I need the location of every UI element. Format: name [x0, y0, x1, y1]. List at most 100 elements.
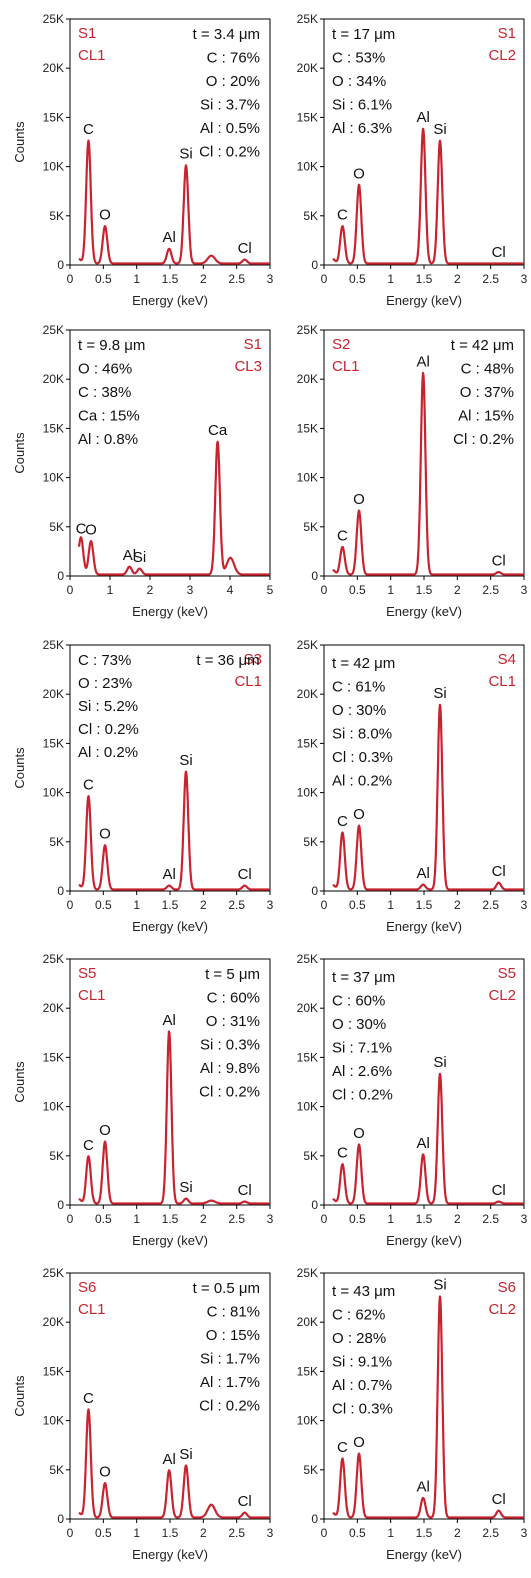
composition-item: Al : 0.2% [78, 744, 138, 761]
x-tick-label: 2 [454, 898, 461, 912]
y-axis-title: Counts [12, 1375, 27, 1417]
x-tick-label: 1 [133, 1526, 140, 1540]
x-tick-label: 2.5 [228, 272, 245, 286]
peak-label-al: Al [162, 866, 175, 883]
x-axis-title: Energy (keV) [132, 604, 208, 619]
x-tick-label: 1.5 [416, 898, 433, 912]
y-tick-label: 0 [57, 884, 64, 898]
peak-label-c: C [337, 1439, 348, 1456]
peak-label-c: C [337, 1145, 348, 1162]
y-axis-title: Counts [12, 1061, 27, 1103]
cluster-tag: CL2 [488, 1301, 516, 1318]
y-tick-label: 20K [43, 1315, 64, 1329]
peak-label-c: C [76, 521, 87, 538]
peak-label-c: C [83, 777, 94, 794]
y-tick-label: 5K [303, 1149, 318, 1163]
thickness-label: t = 0.5 μm [193, 1280, 260, 1297]
spectrum-line [332, 1072, 525, 1205]
sample-tag: S3 [244, 651, 262, 668]
composition-item: Si : 3.7% [200, 97, 260, 114]
y-tick-label: 20K [43, 687, 64, 701]
y-tick-label: 0 [311, 1198, 318, 1212]
peak-label-al: Al [162, 1012, 175, 1029]
peak-label-c: C [337, 207, 348, 224]
y-axis-title: Counts [12, 432, 27, 474]
spectrum-line [78, 1408, 271, 1519]
sample-tag: S1 [244, 336, 262, 353]
y-tick-label: 15K [43, 421, 64, 435]
peak-label-o: O [99, 826, 111, 843]
x-tick-label: 2.5 [228, 898, 245, 912]
x-tick-label: 5 [267, 583, 274, 597]
composition-item: O : 15% [206, 1327, 260, 1344]
x-axis-title: Energy (keV) [386, 604, 462, 619]
x-tick-label: 0.5 [95, 272, 112, 286]
composition-item: Si : 6.1% [332, 97, 392, 114]
peak-label-cl: Cl [238, 240, 252, 257]
peak-label-o: O [353, 1125, 365, 1142]
x-tick-label: 1 [133, 272, 140, 286]
spectrum-panel: 0 5K 10K 15K 20K 25K 0 0.5 1 1.5 2 2.5 3 Energy (keV)… [12, 952, 274, 1248]
y-tick-label: 20K [43, 61, 64, 75]
y-tick-label: 0 [57, 569, 64, 583]
sample-tag: S1 [498, 25, 516, 42]
x-tick-label: 3 [521, 898, 528, 912]
peak-label-o: O [99, 207, 111, 224]
cluster-tag: CL1 [332, 358, 360, 375]
peak-label-cl: Cl [238, 1182, 252, 1199]
y-tick-label: 15K [297, 1050, 318, 1064]
y-tick-label: 20K [297, 61, 318, 75]
x-tick-label: 3 [521, 272, 528, 286]
spectrum-panel: 0 5K 10K 15K 20K 25K 0 0.5 1 1.5 2 2.5 3 Energy (keV)… [297, 12, 528, 308]
composition-item: Cl : 0.2% [453, 431, 514, 448]
y-tick-label: 10K [297, 160, 318, 174]
peak-label-cl: Cl [492, 244, 506, 261]
spectrum-panel: 0 5K 10K 15K 20K 25K 0 0.5 1 1.5 2 2.5 3 Energy (keV)… [297, 638, 528, 934]
composition-item: C : 53% [332, 50, 385, 67]
x-tick-label: 0 [321, 898, 328, 912]
composition-item: O : 46% [78, 361, 132, 378]
composition-item: Si : 1.7% [200, 1351, 260, 1368]
spectrum-line [332, 371, 525, 576]
peak-label-cl: Cl [492, 1182, 506, 1199]
composition-item: C : 73% [78, 652, 131, 669]
y-tick-label: 25K [43, 952, 64, 966]
x-tick-label: 1.5 [416, 583, 433, 597]
y-tick-label: 25K [297, 1266, 318, 1280]
composition-item: Si : 9.1% [332, 1354, 392, 1371]
composition-item: Al : 0.8% [78, 431, 138, 448]
cluster-tag: CL1 [234, 673, 262, 690]
x-tick-label: 4 [227, 583, 234, 597]
spectrum-panel: 0 5K 10K 15K 20K 25K 0 1 2 3 4 5 Energy (keV) Counts C… [12, 323, 274, 619]
x-tick-label: 0 [321, 272, 328, 286]
y-tick-label: 15K [297, 1364, 318, 1378]
y-tick-label: 0 [57, 1512, 64, 1526]
x-tick-label: 1.5 [162, 272, 179, 286]
thickness-label: t = 36 μm [196, 652, 259, 669]
y-tick-label: 15K [297, 736, 318, 750]
y-tick-label: 20K [43, 372, 64, 386]
x-tick-label: 1.5 [162, 1212, 179, 1226]
composition-item: Al : 9.8% [200, 1060, 260, 1077]
x-tick-label: 2 [454, 1212, 461, 1226]
sample-tag: S6 [498, 1279, 516, 1296]
spectrum-panel: 0 5K 10K 15K 20K 25K 0 0.5 1 1.5 2 2.5 3 Energy (keV)… [297, 1266, 528, 1562]
cluster-tag: CL3 [234, 358, 262, 375]
composition-item: Cl : 0.2% [332, 1087, 393, 1104]
peak-label-al: Al [416, 109, 429, 126]
peak-label-si: Si [179, 1179, 192, 1196]
sample-tag: S2 [332, 336, 350, 353]
x-tick-label: 2.5 [228, 1212, 245, 1226]
thickness-label: t = 9.8 μm [78, 337, 145, 354]
x-tick-label: 3 [267, 898, 274, 912]
composition-item: Ca : 15% [78, 408, 140, 425]
x-tick-label: 0 [67, 272, 74, 286]
y-tick-label: 10K [43, 471, 64, 485]
sample-tag: S1 [78, 25, 96, 42]
peak-label-ca: Ca [208, 422, 228, 439]
y-tick-label: 10K [297, 471, 318, 485]
composition-item: C : 38% [78, 384, 131, 401]
x-tick-label: 0 [321, 1212, 328, 1226]
composition-item: Si : 0.3% [200, 1037, 260, 1054]
composition-item: Al : 0.2% [332, 773, 392, 790]
